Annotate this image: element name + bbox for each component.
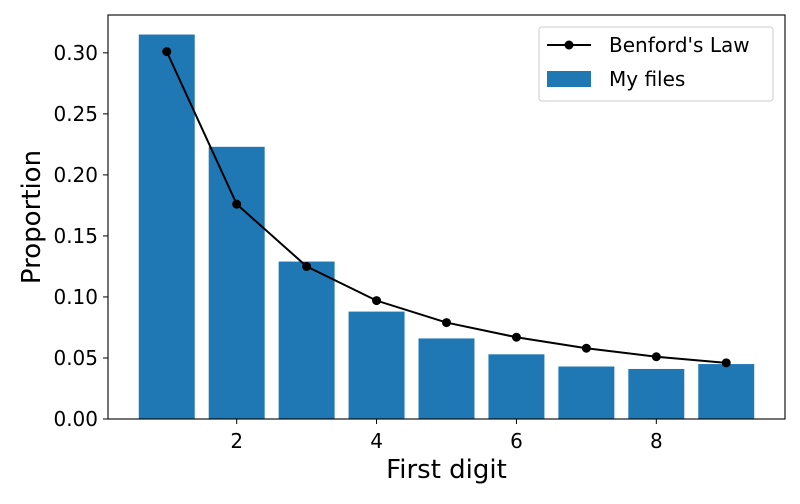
x-axis-label: First digit bbox=[386, 455, 507, 485]
bar-digit-2 bbox=[208, 146, 265, 419]
benford-point-3 bbox=[302, 261, 312, 271]
line-series-benfords-law bbox=[162, 47, 731, 368]
x-tick-label: 4 bbox=[370, 429, 383, 453]
benford-point-6 bbox=[511, 332, 521, 342]
y-tick-label: 0.15 bbox=[53, 224, 98, 248]
x-tick-label: 8 bbox=[650, 429, 663, 453]
legend-item-my-files: My files bbox=[547, 67, 685, 91]
y-axis-ticks: 0.00 0.05 0.10 0.15 0.20 0.25 0.30 bbox=[53, 41, 108, 431]
benford-point-5 bbox=[442, 318, 451, 328]
legend-label-benfords-law: Benford's Law bbox=[609, 33, 750, 57]
bar-digit-9 bbox=[698, 364, 755, 419]
x-axis-ticks: 2 4 6 8 bbox=[230, 419, 663, 453]
legend-dot-icon bbox=[564, 40, 574, 50]
x-tick-label: 2 bbox=[230, 429, 243, 453]
y-axis-label: Proportion bbox=[17, 150, 47, 284]
benford-point-7 bbox=[581, 343, 591, 353]
bar-digit-7 bbox=[558, 366, 615, 419]
axes-frame bbox=[107, 14, 786, 420]
legend-box bbox=[538, 26, 774, 102]
bar-digit-5 bbox=[418, 338, 475, 419]
legend: Benford's Law My files bbox=[538, 26, 774, 102]
x-tick-label: 6 bbox=[510, 429, 523, 453]
bar-digit-8 bbox=[628, 368, 685, 419]
legend-patch-icon bbox=[547, 71, 591, 87]
bar-series-my-files bbox=[138, 34, 755, 420]
bar-digit-3 bbox=[278, 261, 335, 419]
y-tick-label: 0.05 bbox=[53, 346, 98, 370]
bar-digit-4 bbox=[348, 311, 405, 419]
y-tick-label: 0.00 bbox=[53, 407, 98, 431]
y-tick-label: 0.20 bbox=[53, 163, 98, 187]
legend-label-my-files: My files bbox=[609, 67, 685, 91]
y-tick-label: 0.30 bbox=[53, 41, 98, 65]
y-tick-label: 0.25 bbox=[53, 102, 98, 126]
benford-point-8 bbox=[651, 352, 661, 362]
benford-point-2 bbox=[232, 199, 242, 209]
y-tick-label: 0.10 bbox=[53, 285, 98, 309]
bar-digit-6 bbox=[488, 354, 545, 419]
legend-item-benfords-law: Benford's Law bbox=[547, 33, 750, 57]
benford-point-1 bbox=[162, 47, 172, 57]
benford-point-4 bbox=[372, 296, 382, 306]
benford-point-9 bbox=[721, 358, 731, 368]
bar-digit-1 bbox=[138, 34, 195, 420]
